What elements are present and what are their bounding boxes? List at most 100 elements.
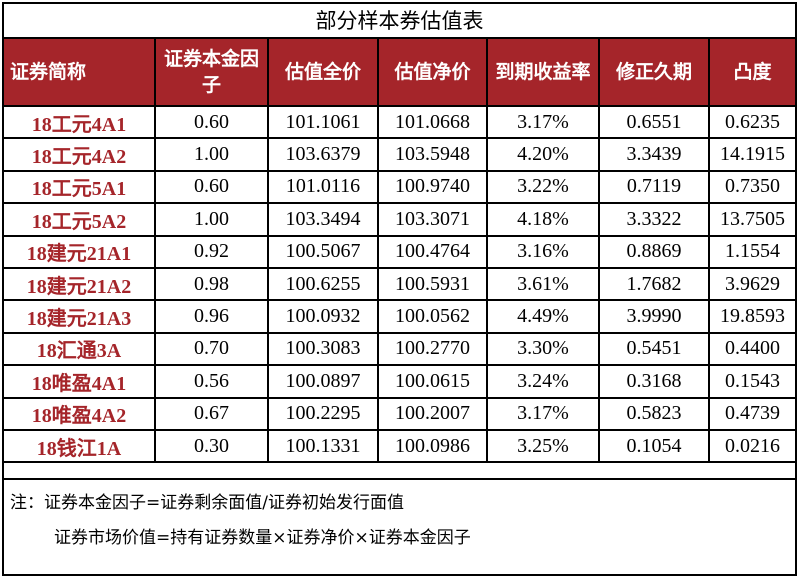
- cell-factor: 0.60: [154, 169, 269, 205]
- note-line-1: 注：证券本金因子=证券剩余面值/证券初始发行面值: [10, 493, 404, 513]
- cell-clean-price: 103.3071: [377, 202, 488, 237]
- valuation-table: 证券简称 证券本金因子 估值全价 估值净价 到期收益率 修正久期 凸度 18工元…: [4, 39, 795, 464]
- cell-duration: 3.3439: [598, 137, 710, 172]
- table-row: 18工元5A1 0.60 101.0116 100.9740 3.22% 0.7…: [4, 169, 795, 205]
- table-title: 部分样本券估值表: [4, 4, 795, 39]
- cell-name: 18汇通3A: [4, 331, 156, 367]
- cell-clean-price: 100.4764: [377, 234, 488, 269]
- cell-clean-price: 103.5948: [377, 137, 488, 172]
- table-row: 18工元4A1 0.60 101.1061 101.0668 3.17% 0.6…: [4, 104, 795, 140]
- table-row: 18工元4A2 1.00 103.6379 103.5948 4.20% 3.3…: [4, 137, 795, 172]
- cell-convexity: 19.8593: [708, 299, 795, 334]
- cell-full-price: 100.2295: [267, 396, 379, 431]
- cell-clean-price: 100.2007: [377, 396, 488, 431]
- cell-name: 18唯盈4A1: [4, 364, 156, 399]
- cell-duration: 0.7119: [598, 169, 710, 205]
- table-row: 18唯盈4A2 0.67 100.2295 100.2007 3.17% 0.5…: [4, 396, 795, 431]
- cell-factor: 0.92: [154, 234, 269, 269]
- cell-ytm: 3.30%: [486, 331, 600, 367]
- cell-name: 18钱江1A: [4, 428, 156, 464]
- cell-convexity: 1.1554: [708, 234, 795, 269]
- cell-clean-price: 100.5931: [377, 266, 488, 302]
- cell-convexity: 0.4739: [708, 396, 795, 431]
- cell-ytm: 4.20%: [486, 137, 600, 172]
- cell-full-price: 103.6379: [267, 137, 379, 172]
- cell-name: 18建元21A1: [4, 234, 156, 269]
- cell-clean-price: 100.9740: [377, 169, 488, 205]
- table-row: 18汇通3A 0.70 100.3083 100.2770 3.30% 0.54…: [4, 331, 795, 367]
- cell-convexity: 0.1543: [708, 364, 795, 399]
- notes-section: 注：证券本金因子=证券剩余面值/证券初始发行面值 证券市场价值=持有证券数量×证…: [4, 478, 795, 574]
- table-row: 18建元21A2 0.98 100.6255 100.5931 3.61% 1.…: [4, 266, 795, 302]
- table-row: 18建元21A1 0.92 100.5067 100.4764 3.16% 0.…: [4, 234, 795, 269]
- cell-name: 18建元21A3: [4, 299, 156, 334]
- cell-full-price: 101.0116: [267, 169, 379, 205]
- col-header-convexity: 凸度: [708, 39, 795, 107]
- col-header-full-price: 估值全价: [267, 39, 379, 107]
- cell-duration: 0.1054: [598, 428, 710, 464]
- cell-clean-price: 100.2770: [377, 331, 488, 367]
- cell-convexity: 0.7350: [708, 169, 795, 205]
- cell-ytm: 3.61%: [486, 266, 600, 302]
- cell-convexity: 0.6235: [708, 104, 795, 140]
- cell-ytm: 3.17%: [486, 104, 600, 140]
- cell-factor: 1.00: [154, 137, 269, 172]
- cell-name: 18工元4A1: [4, 104, 156, 140]
- cell-factor: 0.56: [154, 364, 269, 399]
- cell-full-price: 100.1331: [267, 428, 379, 464]
- table-row: 18工元5A2 1.00 103.3494 103.3071 4.18% 3.3…: [4, 202, 795, 237]
- cell-name: 18工元5A1: [4, 169, 156, 205]
- cell-ytm: 3.24%: [486, 364, 600, 399]
- cell-ytm: 3.17%: [486, 396, 600, 431]
- cell-duration: 1.7682: [598, 266, 710, 302]
- cell-full-price: 100.0932: [267, 299, 379, 334]
- cell-ytm: 4.18%: [486, 202, 600, 237]
- cell-duration: 0.6551: [598, 104, 710, 140]
- cell-ytm: 3.22%: [486, 169, 600, 205]
- table-row: 18钱江1A 0.30 100.1331 100.0986 3.25% 0.10…: [4, 428, 795, 464]
- col-header-duration: 修正久期: [598, 39, 710, 107]
- cell-clean-price: 100.0615: [377, 364, 488, 399]
- cell-full-price: 100.0897: [267, 364, 379, 399]
- cell-duration: 0.3168: [598, 364, 710, 399]
- cell-name: 18唯盈4A2: [4, 396, 156, 431]
- col-header-factor: 证券本金因子: [154, 39, 269, 107]
- col-header-clean-price: 估值净价: [377, 39, 488, 107]
- cell-clean-price: 100.0562: [377, 299, 488, 334]
- header-row: 证券简称 证券本金因子 估值全价 估值净价 到期收益率 修正久期 凸度: [4, 39, 795, 107]
- cell-convexity: 14.1915: [708, 137, 795, 172]
- cell-ytm: 3.25%: [486, 428, 600, 464]
- cell-factor: 0.30: [154, 428, 269, 464]
- col-header-name: 证券简称: [4, 39, 156, 107]
- cell-factor: 0.70: [154, 331, 269, 367]
- cell-duration: 3.9990: [598, 299, 710, 334]
- cell-name: 18工元4A2: [4, 137, 156, 172]
- col-header-ytm: 到期收益率: [486, 39, 600, 107]
- cell-duration: 0.8869: [598, 234, 710, 269]
- cell-full-price: 101.1061: [267, 104, 379, 140]
- table-row: 18建元21A3 0.96 100.0932 100.0562 4.49% 3.…: [4, 299, 795, 334]
- cell-clean-price: 101.0668: [377, 104, 488, 140]
- cell-name: 18工元5A2: [4, 202, 156, 237]
- cell-duration: 0.5823: [598, 396, 710, 431]
- cell-factor: 0.67: [154, 396, 269, 431]
- cell-ytm: 4.49%: [486, 299, 600, 334]
- cell-ytm: 3.16%: [486, 234, 600, 269]
- note-line-2: 证券市场价值=持有证券数量×证券净价×证券本金因子: [54, 528, 471, 548]
- cell-convexity: 13.7505: [708, 202, 795, 237]
- cell-convexity: 0.4400: [708, 331, 795, 367]
- cell-convexity: 0.0216: [708, 428, 795, 464]
- cell-duration: 3.3322: [598, 202, 710, 237]
- cell-full-price: 100.5067: [267, 234, 379, 269]
- cell-name: 18建元21A2: [4, 266, 156, 302]
- cell-duration: 0.5451: [598, 331, 710, 367]
- cell-convexity: 3.9629: [708, 266, 795, 302]
- cell-full-price: 103.3494: [267, 202, 379, 237]
- cell-factor: 0.96: [154, 299, 269, 334]
- cell-factor: 0.98: [154, 266, 269, 302]
- cell-factor: 0.60: [154, 104, 269, 140]
- cell-factor: 1.00: [154, 202, 269, 237]
- cell-full-price: 100.3083: [267, 331, 379, 367]
- cell-clean-price: 100.0986: [377, 428, 488, 464]
